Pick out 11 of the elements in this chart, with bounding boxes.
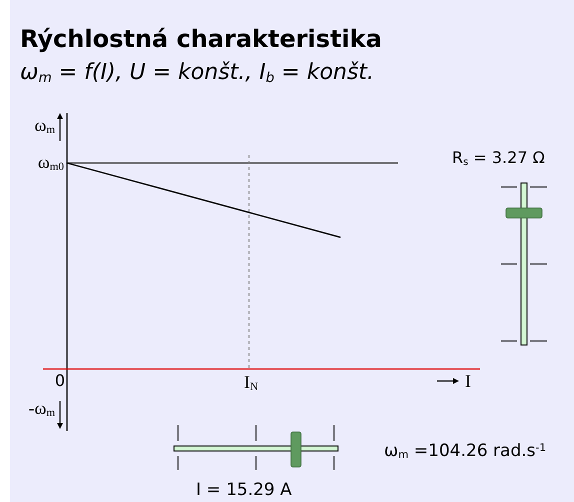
y-axis-title: ω$_{m}$ [34, 115, 56, 136]
text: ω$_{m}$ =104.26 rad.s$^{-1}$ [384, 441, 546, 462]
chart-subtitle: ω$_{m}$ = f(I), U = konšt., I$_{b}$ = konšt. [20, 60, 374, 86]
ref-line-label: ω$_{m0}$ [38, 152, 64, 174]
x-axis-title: I [465, 371, 471, 391]
x-tick-label: 0 [54, 371, 66, 390]
x-tick-label: I$_{N}$ [244, 372, 258, 394]
chart-title: Rýchlostná charakteristika [20, 25, 382, 53]
text: I = 15.29 A [196, 480, 292, 500]
text: R$_{s}$ = 3.27 Ω [452, 148, 545, 168]
text: -ω$_{m}$ [28, 398, 56, 420]
